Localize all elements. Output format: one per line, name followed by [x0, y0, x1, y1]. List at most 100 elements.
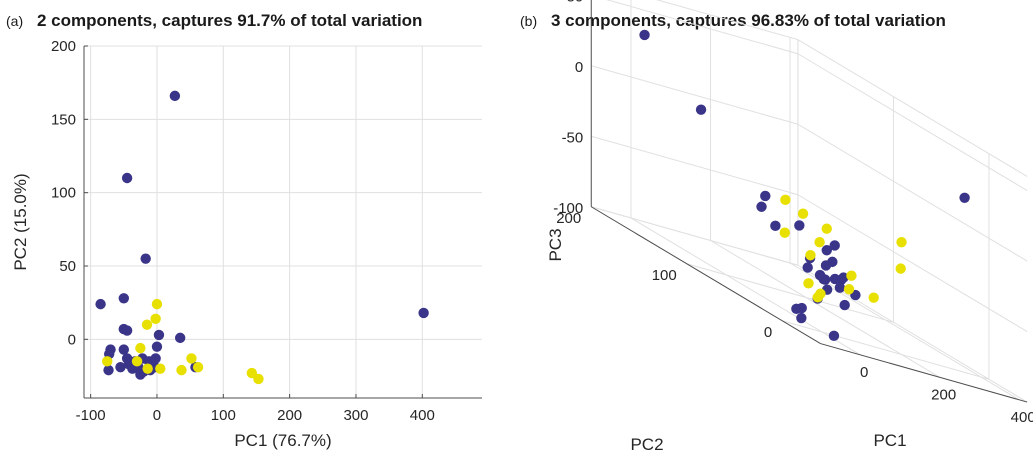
- panel-a-point-series-1: [418, 307, 429, 319]
- panel-b-point-series-1: [802, 262, 813, 273]
- panel-a-point-series-1: [150, 353, 161, 364]
- panel-a-point-series-2: [102, 356, 113, 367]
- panel-a-point-series-2: [155, 363, 166, 374]
- panel-b-x-label: PC1: [873, 431, 906, 450]
- panel-b-z-tick-label: 0: [575, 59, 583, 76]
- panel-b-wall-gridline: [591, 135, 799, 196]
- panel-b-grid: [591, 0, 1028, 403]
- panel-b-point-series-2: [812, 292, 823, 303]
- panel-b-point-series-1: [828, 330, 840, 342]
- panel-b-z-tick-label: -100: [553, 200, 583, 217]
- panel-a-point-series-1: [118, 293, 129, 304]
- panel-b-x-tick-label: 400: [1011, 409, 1033, 426]
- panel-a-y-tick-label: 50: [59, 258, 76, 275]
- panel-a-point-series-2: [192, 362, 204, 373]
- panel-b-point-series-2: [797, 208, 809, 219]
- panel-b-point-series-1: [639, 29, 650, 41]
- panel-b-axes: [590, 0, 1028, 403]
- panel-b-y-axis-line: [590, 206, 821, 344]
- panel-b-point-series-1: [829, 273, 841, 285]
- panel-b-y-tick-label: 0: [764, 324, 772, 341]
- panel-b-wall-gridline: [606, 0, 799, 55]
- panel-a: (a) 2 components, captures 91.7% of tota…: [6, 11, 482, 450]
- panel-a-point-series-1: [103, 364, 114, 376]
- panel-a-y-tick-label: 200: [51, 38, 76, 55]
- panel-b-point-series-2: [780, 194, 791, 206]
- panel-a-x-tick-label: 100: [211, 407, 236, 424]
- panel-a-y-tick-label: 150: [51, 111, 76, 128]
- panel-b-wall-gridline: [797, 123, 1028, 262]
- panel-b-wall-gridline: [797, 194, 1028, 332]
- panel-a-point-series-2: [141, 319, 153, 330]
- panel-a-y-label: PC2 (15.0%): [11, 173, 30, 270]
- panel-b-title: 3 components, captures 96.83% of total v…: [551, 11, 946, 30]
- panel-b-point-series-2: [846, 270, 857, 281]
- panel-a-point-series-1: [135, 369, 146, 380]
- panel-b-point-series-2: [895, 263, 906, 274]
- panel-b-x-tick-label: 200: [931, 386, 956, 403]
- panel-b-floor-gridline: [782, 320, 990, 380]
- panel-a-x-tick-label: 300: [343, 407, 368, 424]
- panel-a-x-tick-label: 200: [277, 407, 302, 424]
- panel-b-wall-gridline: [591, 65, 799, 125]
- panel-a-grid: [84, 45, 482, 398]
- panel-a-point-series-1: [169, 90, 181, 102]
- panel-a-point-series-2: [131, 356, 143, 367]
- panel-b-point-series-1: [794, 220, 805, 231]
- panel-a-point-series-1: [140, 253, 151, 264]
- panel-a-point-series-1: [151, 341, 163, 352]
- panel-a-point-series-1: [95, 298, 106, 310]
- panel-a-axes: [83, 45, 482, 399]
- panel-b-point-series-1: [821, 245, 832, 256]
- panel-b-point-series-2: [803, 278, 814, 289]
- panel-b-point-series-1: [814, 269, 826, 281]
- panel-a-y-tick-label: 100: [51, 185, 76, 202]
- panel-b-points: [639, 29, 970, 342]
- panel-b-point-series-1: [760, 190, 771, 202]
- panel-b-label: (b): [520, 13, 537, 29]
- panel-b-point-series-2: [805, 250, 816, 261]
- panel-a-tick-labels: -100 0 100 200 300 400 0 50 100 150 200: [51, 38, 435, 424]
- panel-b-point-series-1: [820, 260, 832, 271]
- panel-a-x-tick-label: 0: [153, 407, 161, 424]
- panel-a-point-series-1: [153, 329, 165, 341]
- panel-b-y-tick-label: 100: [652, 267, 677, 284]
- panel-b-point-series-1: [695, 104, 707, 115]
- panel-a-x-tick-label: -100: [76, 407, 106, 424]
- panel-a-point-series-1: [118, 344, 129, 355]
- panel-b-point-series-2: [843, 284, 855, 295]
- panel-b-point-series-1: [796, 302, 807, 314]
- panel-b-point-series-2: [821, 223, 832, 234]
- panel-b-box-edge: [656, 0, 799, 41]
- panel-b-point-series-2: [868, 292, 879, 303]
- panel-b-z-tick-label: 50: [567, 0, 584, 5]
- panel-a-x-tick-label: 400: [410, 407, 435, 424]
- panel-a-point-series-2: [186, 353, 197, 364]
- panel-b-wall-gridline: [797, 53, 1028, 191]
- panel-a-point-series-2: [176, 364, 187, 376]
- panel-b-z-tick-label: -50: [562, 129, 584, 146]
- panel-a-point-series-2: [253, 373, 264, 385]
- panel-b-point-series-1: [839, 299, 850, 311]
- panel-b-point-series-1: [959, 192, 970, 203]
- panel-b-point-series-2: [779, 227, 790, 238]
- panel-a-point-series-1: [121, 172, 133, 184]
- panel-b-x-tick-label: 0: [860, 364, 868, 381]
- panel-a-label: (a): [6, 13, 23, 29]
- panel-b: (b) 3 components, captures 96.83% of tot…: [520, 0, 1033, 452]
- panel-b-y-tick-label: 200: [556, 210, 581, 227]
- panel-b-point-series-2: [814, 237, 825, 248]
- panel-b-y-label: PC2: [630, 435, 663, 452]
- panel-b-x-axis-line: [820, 343, 1028, 403]
- panel-b-point-series-1: [834, 282, 846, 293]
- panel-b-floor-gridline: [686, 263, 894, 323]
- panel-b-wall-gridline: [591, 206, 799, 266]
- panel-a-point-series-1: [174, 332, 186, 344]
- panel-a-point-series-2: [142, 363, 153, 374]
- panel-a-point-series-2: [150, 313, 161, 324]
- panel-b-point-series-1: [770, 220, 781, 232]
- panel-a-x-label: PC1 (76.7%): [234, 431, 331, 450]
- panel-a-title: 2 components, captures 91.7% of total va…: [37, 11, 422, 30]
